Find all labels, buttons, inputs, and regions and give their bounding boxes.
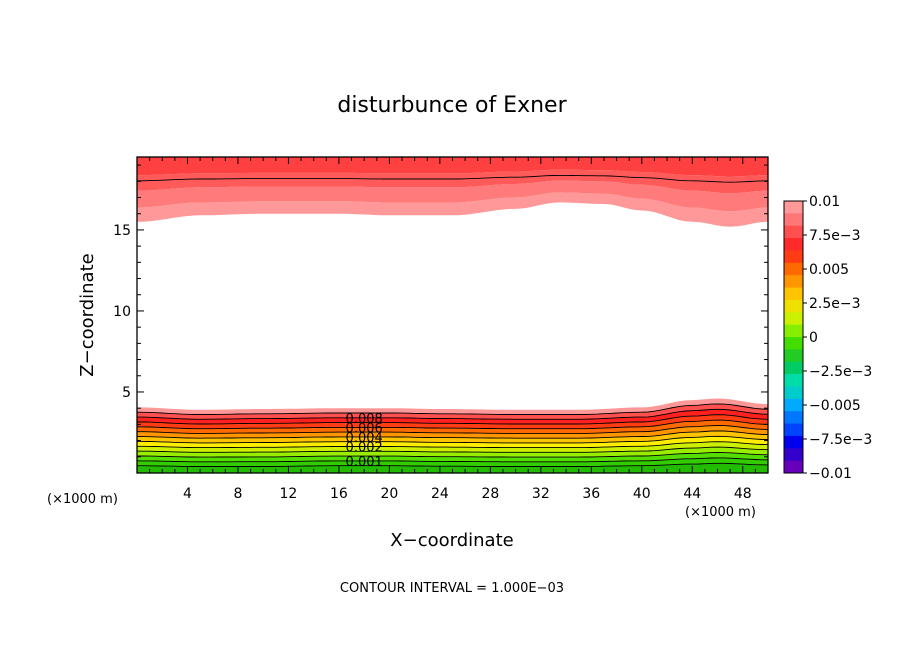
x-tick-label: 4 [183,486,192,502]
colorbar-segment [784,349,803,363]
contour-line [137,446,768,453]
colorbar-segment [784,324,803,338]
colorbar-segment [784,312,803,326]
x-tick-label: 44 [683,486,701,502]
contour-band [137,425,768,439]
contour-label: 0.004 [346,431,383,446]
x-unit-right: (×1000 m) [685,505,756,520]
contour-band [137,430,768,443]
colorbar-segment [784,299,803,313]
contour-band [137,414,768,429]
colorbar-segment [784,423,803,437]
x-tick-label: 40 [633,486,651,502]
contour-line [137,414,768,425]
colorbar-segment [784,374,803,387]
x-tick-label: 36 [582,486,600,502]
contour-line [137,408,768,420]
contour-label: 0.008 [346,412,383,427]
x-tick-label: 24 [431,486,449,502]
contour-band [137,409,768,424]
contour-line [137,462,768,467]
contour-label: 0.001 [346,455,383,470]
colorbar-segment [784,460,803,474]
colorbar-segment [784,238,803,251]
x-axis-label: X−coordinate [390,530,513,551]
colorbar-label: −2.5e−3 [809,364,872,380]
x-unit-left: (×1000 m) [47,492,118,507]
x-tick-label: 28 [481,486,499,502]
contour-lines [137,174,768,467]
colorbar-segment [784,287,803,301]
colorbar-segment [784,448,803,462]
colorbar-segment [784,201,803,214]
y-tick-label: 15 [113,223,131,239]
colorbar-label: −7.5e−3 [809,432,872,448]
x-tick-label: 12 [280,486,298,502]
contour-band [137,457,768,467]
contour-band [137,180,768,212]
contour-line [137,441,768,449]
y-tick-label: 5 [122,385,131,401]
colorbar-label: 0.01 [809,194,840,210]
colorbar-label: 0 [809,330,818,346]
x-tick-label: 16 [330,486,348,502]
contour-interval-footer: CONTOUR INTERVAL = 1.000E−03 [340,581,564,596]
x-tick-label: 8 [233,486,242,502]
contour-line [137,452,768,458]
contour-line [137,430,768,439]
contour-line [137,435,768,444]
contour-band [137,403,768,420]
y-axis-label: Z−coordinate [77,253,98,376]
contour-band [137,192,768,227]
colorbar-segment [784,250,803,264]
contour-line [137,457,768,463]
contour-label: 0.002 [346,441,383,456]
contour-band [137,436,768,448]
x-tick-label: 20 [380,486,398,502]
colorbar-segment [784,213,803,227]
colorbar-segment [784,435,803,449]
colorbar-segment [784,361,803,375]
contour-band [137,463,768,473]
colorbar-segment [784,411,803,425]
chart-title: disturbunce of Exner [337,93,567,118]
x-tick-label: 48 [734,486,752,502]
colorbar-segment [784,337,803,350]
colorbar-segment [784,386,803,400]
contour-line [137,425,768,434]
colorbar: 0.01 7.5e−3 0.005 2.5e−3 0 −2.5e−3 −0.005 −7.5e… [783,194,872,482]
x-axis-ticks: 4 8 12 16 20 24 28 32 36 40 44 48 [149,157,756,502]
contour-line [137,419,768,430]
contour-band [137,398,768,415]
colorbar-segment [784,225,803,239]
colorbar-label: 2.5e−3 [809,296,861,312]
contour-band [137,420,768,434]
colorbar-label: 7.5e−3 [809,228,861,244]
contour-line [137,174,768,183]
contour-band [137,441,768,453]
contour-label: 0.006 [346,421,383,436]
colorbar-label: −0.01 [809,466,852,482]
colorbar-label: −0.005 [809,398,861,414]
contour-fills [137,157,768,473]
contour-band [137,157,768,177]
y-axis-ticks: 5 10 15 [113,164,768,458]
contour-line [137,403,768,415]
x-tick-label: 32 [532,486,550,502]
y-tick-label: 10 [113,304,131,320]
colorbar-segment [784,275,803,289]
colorbar-label: 0.005 [809,262,849,278]
colorbar-segment [784,398,803,412]
colorbar-segment [784,262,803,276]
